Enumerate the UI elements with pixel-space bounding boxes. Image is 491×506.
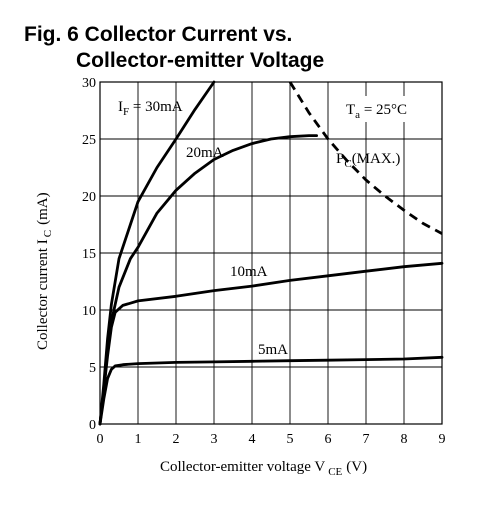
chart-title-line2: Collector-emitter Voltage bbox=[76, 49, 324, 72]
x-tick-label: 3 bbox=[211, 432, 218, 447]
plot-frame bbox=[99, 81, 443, 425]
temp-annotation-bg bbox=[342, 96, 426, 122]
y-tick-label: 15 bbox=[82, 247, 96, 262]
y-axis-label: Collector current IC(mA) bbox=[35, 192, 54, 350]
x-tick-label: 9 bbox=[439, 432, 446, 447]
series-label-20ma: 20mA bbox=[186, 145, 224, 161]
y-tick-label: 20 bbox=[82, 190, 96, 205]
series-line-3 bbox=[98, 355, 444, 426]
x-tick-label: 6 bbox=[325, 432, 332, 447]
series-label-30ma: IF = 30mA bbox=[118, 99, 183, 118]
series-line-2 bbox=[98, 261, 444, 426]
x-axis-label: Collector-emitter voltage V CE (V) bbox=[160, 459, 367, 478]
series-line-1 bbox=[98, 134, 318, 426]
y-tick-label: 5 bbox=[89, 361, 96, 376]
series-label-5ma: 5mA bbox=[258, 342, 288, 358]
series-line-4 bbox=[288, 81, 443, 235]
series-label-10ma: 10mA bbox=[230, 264, 268, 280]
chart-title-line1: Fig. 6 Collector Current vs. bbox=[24, 23, 292, 46]
x-tick-label: 4 bbox=[249, 432, 256, 447]
x-tick-label: 1 bbox=[135, 432, 142, 447]
x-tick-label: 2 bbox=[173, 432, 180, 447]
temp-annotation: Ta = 25°C bbox=[346, 102, 407, 121]
y-tick-label: 30 bbox=[82, 76, 96, 91]
x-tick-label: 7 bbox=[363, 432, 370, 447]
x-tick-label: 5 bbox=[287, 432, 294, 447]
y-tick-label: 0 bbox=[89, 418, 96, 433]
y-tick-label: 25 bbox=[82, 133, 96, 148]
x-tick-labels: 0 1 2 3 4 5 6 7 8 9 bbox=[97, 432, 446, 447]
gridlines bbox=[100, 82, 442, 424]
x-tick-label: 8 bbox=[401, 432, 408, 447]
series-label-pc-max: PC(MAX.) bbox=[336, 151, 400, 170]
y-tick-labels: 0 5 10 15 20 25 30 bbox=[82, 76, 96, 433]
y-tick-label: 10 bbox=[82, 304, 96, 319]
x-tick-label: 0 bbox=[97, 432, 104, 447]
series-lines bbox=[98, 80, 444, 426]
